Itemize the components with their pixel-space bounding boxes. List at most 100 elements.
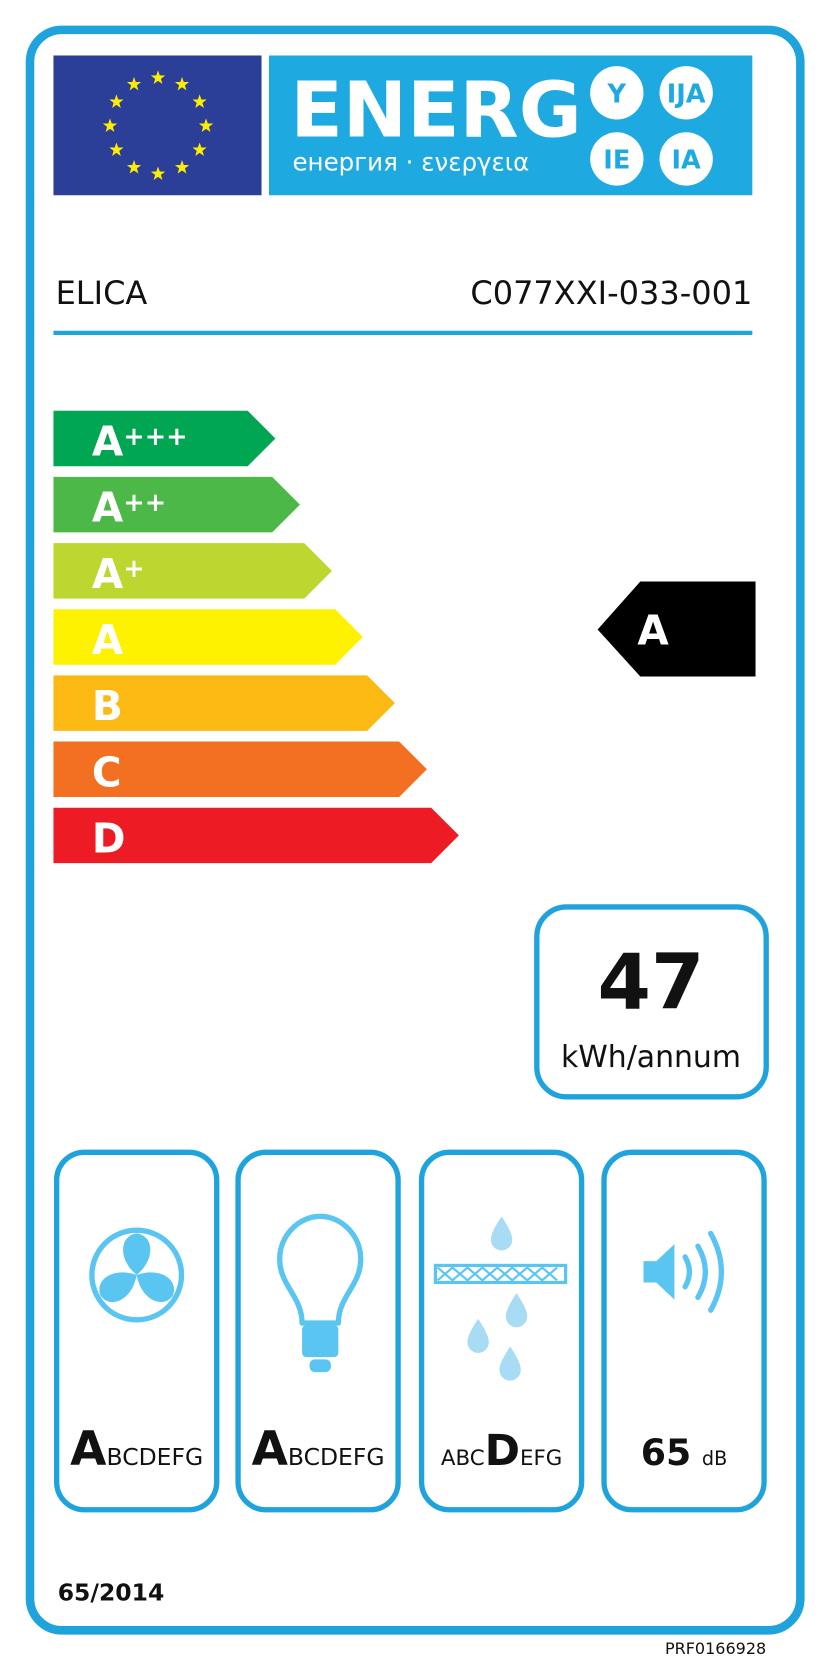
drop [490, 1216, 513, 1251]
consumption-value: 47 [598, 938, 705, 1027]
class-label: A+ [92, 550, 145, 598]
class-rest: BCDEFG [288, 1443, 385, 1471]
consumption-unit: kWh/annum [561, 1040, 741, 1075]
suffix-circle [659, 66, 713, 120]
suffix: IJA [667, 79, 706, 109]
supplier: ELICA [56, 274, 148, 312]
class-rest: EFG [520, 1446, 562, 1471]
pictogram-box [235, 1149, 401, 1513]
fan-ring [89, 1227, 185, 1323]
label-border [25, 25, 805, 1635]
pictogram-boxes [53, 1149, 767, 1513]
class-plus: ++ [123, 488, 166, 518]
class-letter: D [92, 815, 126, 863]
pictogram-box [53, 1149, 220, 1513]
drop [499, 1346, 521, 1381]
sound-wave [695, 1243, 709, 1301]
eu-star [192, 94, 207, 108]
class-arrow [53, 609, 363, 665]
class-arrow [53, 543, 332, 599]
class-arrow [53, 675, 395, 731]
sound-wave [708, 1230, 725, 1313]
fan-blade [99, 1272, 137, 1303]
class-plus: + [123, 554, 144, 584]
class-scale: A+++A++A+ABCD [53, 410, 459, 864]
class-arrow [53, 476, 300, 533]
bulb-base [302, 1325, 339, 1358]
eu-star [150, 70, 166, 84]
class-label: A [92, 616, 124, 664]
suffix-circle [590, 66, 644, 120]
banner-title: ENERG [290, 67, 581, 156]
class-rest: ABC [441, 1446, 485, 1471]
model: C077XXI-033-001 [470, 274, 752, 312]
class-arrow [53, 807, 459, 864]
fan-icon [89, 1227, 185, 1323]
rating: A [637, 606, 669, 654]
eu-stars [102, 70, 214, 180]
drop [467, 1318, 489, 1353]
eu-star [192, 142, 207, 156]
class-highlight: A [70, 1422, 107, 1477]
eu-star [126, 76, 142, 91]
language-suffixes: Y IJA IE IA [590, 66, 713, 186]
class-label: B [92, 682, 123, 730]
class-letter: A [92, 484, 124, 532]
class-label: D [92, 815, 126, 863]
class-label: A++ [92, 484, 166, 532]
eu-star [109, 142, 124, 156]
noise-unit: dB [702, 1447, 727, 1470]
noise-value: 65 [641, 1431, 691, 1474]
suffix: IE [603, 146, 630, 176]
class-plus: +++ [123, 422, 187, 452]
filter-class: ABCDEFG [441, 1426, 562, 1476]
eu-star [150, 166, 166, 180]
noise-icon [643, 1230, 725, 1313]
class-highlight: D [485, 1426, 520, 1476]
label-code: PRF0166928 [665, 1639, 766, 1658]
eu-star [102, 118, 118, 132]
class-letter: C [92, 748, 122, 796]
eu-star [174, 76, 190, 91]
class-label: C [92, 748, 122, 796]
consumption-box [534, 904, 769, 1100]
eu-star [126, 160, 142, 174]
filter-mesh [433, 1263, 568, 1285]
bulb [276, 1213, 364, 1326]
speaker [643, 1244, 675, 1300]
pictogram-box [418, 1149, 585, 1513]
rating-arrow [597, 581, 756, 677]
eu-star [198, 118, 214, 132]
lamp-icon [276, 1213, 364, 1373]
class-letter: A [92, 616, 124, 664]
eu-star [109, 94, 124, 108]
suffix: Y [607, 79, 627, 109]
class-letter: A [92, 550, 124, 598]
pictogram-box [601, 1149, 767, 1513]
class-letter: B [92, 682, 123, 730]
class-arrow [53, 410, 276, 467]
class-highlight: A [252, 1422, 289, 1477]
sound-wave [682, 1254, 693, 1290]
class-rest: BCDEFG [107, 1443, 204, 1471]
bulb-tip [309, 1359, 331, 1373]
drop [505, 1293, 528, 1328]
lamp-class: ABCDEFG [252, 1422, 385, 1477]
filter-hatch [436, 1266, 558, 1282]
class-label: A+++ [92, 418, 188, 466]
regulation: 65/2014 [58, 1578, 165, 1606]
noise-level: 65 dB [641, 1431, 727, 1474]
suffix-circle [659, 132, 713, 186]
fan-blade [123, 1233, 151, 1276]
fan-class: ABCDEFG [70, 1422, 203, 1477]
class-letter: A [92, 418, 124, 466]
suffix-circle [590, 132, 644, 186]
class-arrow [53, 741, 427, 798]
suffix: IA [672, 146, 702, 176]
eu-star [174, 160, 190, 174]
filter-icon [433, 1216, 568, 1381]
fan-blade [136, 1272, 175, 1303]
banner-subtitle: енергия · ενεργεια [292, 148, 529, 177]
